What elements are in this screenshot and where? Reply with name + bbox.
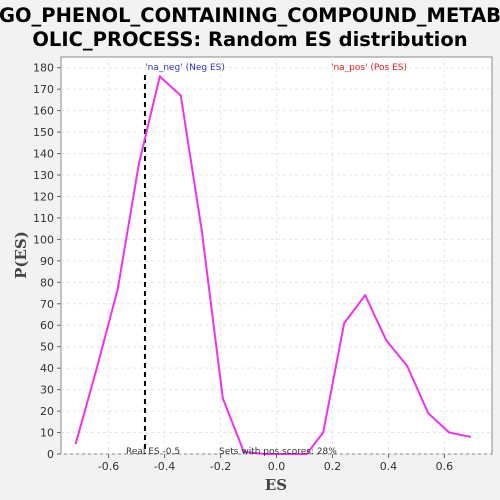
y-tick-label: 70: [40, 298, 54, 311]
es-data-point: [427, 412, 430, 415]
y-tick-label: 130: [33, 169, 54, 182]
y-tick-label: 90: [40, 255, 54, 268]
legend-neg-label: 'na_neg' (Neg ES): [145, 63, 225, 73]
pos-scores-annotation: Sets with pos scores: 28%: [219, 447, 337, 457]
chart-title-line-2: OLIC_PROCESS: Random ES distribution: [32, 28, 467, 51]
x-axis-title: ES: [265, 476, 287, 494]
chart-title-line-1: GO_PHENOL_CONTAINING_COMPOUND_METAB: [0, 4, 500, 27]
y-tick-label: 10: [40, 427, 54, 440]
es-data-point: [322, 431, 325, 434]
es-data-point: [179, 94, 182, 97]
x-tick-label: 0.4: [380, 460, 398, 473]
legend-pos-label: 'na_pos' (Pos ES): [331, 63, 407, 73]
y-tick-label: 160: [33, 105, 54, 118]
y-tick-label: 50: [40, 341, 54, 354]
y-tick-label: 0: [47, 448, 54, 461]
es-data-point: [448, 431, 451, 434]
x-tick-label: 0.6: [436, 460, 454, 473]
y-tick-label: 40: [40, 362, 54, 375]
y-tick-label: 110: [33, 212, 54, 225]
es-curve-layer: [74, 75, 472, 455]
es-data-point: [74, 442, 77, 445]
es-data-point: [116, 287, 119, 290]
es-distribution-line: [74, 75, 471, 455]
y-tick-label: 60: [40, 319, 54, 332]
es-data-point: [200, 229, 203, 232]
es-data-point: [137, 163, 140, 166]
x-tick-label: 0.0: [268, 460, 286, 473]
es-data-point: [263, 453, 266, 455]
y-tick-label: 150: [33, 126, 54, 139]
x-tick-label: 0.2: [324, 460, 342, 473]
es-data-point: [305, 453, 308, 455]
x-tick-label: -0.4: [154, 460, 175, 473]
es-data-point: [242, 450, 245, 453]
x-tick-label: -0.6: [98, 460, 119, 473]
y-tick-label: 180: [33, 62, 54, 75]
y-tick-label: 140: [33, 148, 54, 161]
grid-lines: [61, 57, 492, 455]
real-es-annotation: Real ES -0.5: [126, 447, 180, 457]
es-data-point: [469, 435, 472, 438]
es-data-point: [221, 397, 224, 400]
y-axis-title: P(ES): [12, 231, 30, 279]
y-tick-label: 100: [33, 233, 54, 246]
y-tick-label: 80: [40, 276, 54, 289]
es-data-point: [158, 75, 161, 78]
es-data-point: [284, 453, 287, 455]
y-tick-label: 30: [40, 384, 54, 397]
es-data-point: [364, 294, 367, 297]
x-tick-label: -0.2: [210, 460, 231, 473]
axis-ticks: -0.6 -0.4 -0.2 0.0 0.2 0.4 0.6 0 10 20 30 40 50 60 70 8…: [33, 62, 453, 473]
es-data-point: [406, 365, 409, 368]
es-data-point: [95, 367, 98, 370]
es-data-point: [385, 339, 388, 342]
y-tick-label: 170: [33, 83, 54, 96]
y-tick-label: 20: [40, 405, 54, 418]
es-data-point: [343, 322, 346, 325]
y-tick-label: 120: [33, 190, 54, 203]
